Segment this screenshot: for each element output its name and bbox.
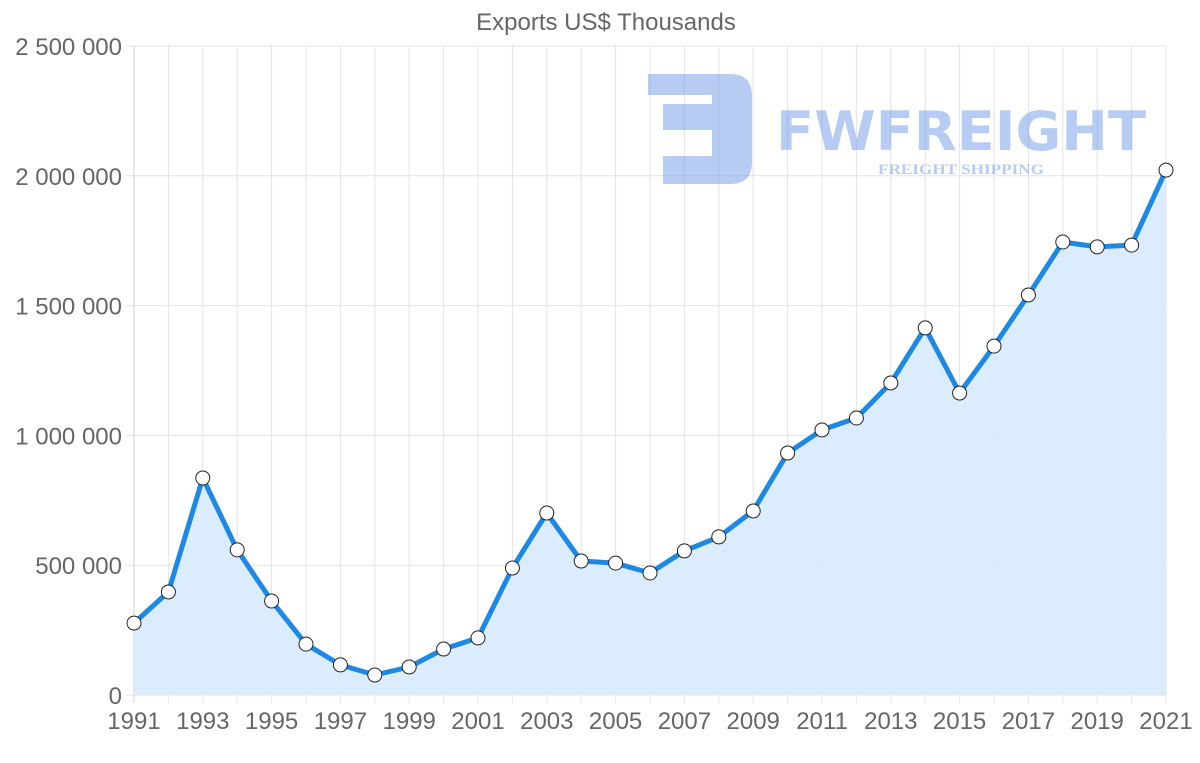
- fw-logo-icon: [648, 74, 752, 184]
- data-point: [195, 470, 211, 486]
- x-tick-label: 2007: [658, 708, 711, 735]
- data-point: [160, 584, 176, 600]
- y-tick-label: 1 000 000: [15, 423, 122, 450]
- x-tick-label: 1997: [314, 708, 367, 735]
- y-tick-label: 0: [109, 683, 122, 710]
- data-point: [1089, 239, 1105, 255]
- data-point: [367, 667, 383, 683]
- area-fill: [134, 170, 1166, 696]
- x-tick-label: 2019: [1071, 708, 1124, 735]
- data-point: [332, 657, 348, 673]
- y-tick-label: 500 000: [35, 553, 122, 580]
- data-point: [676, 543, 692, 559]
- data-point: [504, 560, 520, 576]
- data-point: [848, 410, 864, 426]
- data-point: [1020, 287, 1036, 303]
- watermark-tagline: FREIGHT SHIPPING: [878, 162, 1044, 178]
- data-point: [642, 565, 658, 581]
- data-point: [539, 505, 555, 521]
- x-tick-label: 2009: [727, 708, 780, 735]
- data-point: [126, 615, 142, 631]
- x-tick-label: 2005: [589, 708, 642, 735]
- data-point: [229, 542, 245, 558]
- data-point: [711, 529, 727, 545]
- data-point: [1158, 162, 1174, 178]
- x-tick-label: 2015: [933, 708, 986, 735]
- x-tick-label: 1993: [176, 708, 229, 735]
- data-point: [814, 422, 830, 438]
- data-point: [780, 445, 796, 461]
- chart-title: Exports US$ Thousands: [476, 9, 736, 36]
- y-axis-ticks: 0 500 000 1 000 000 1 500 000 2 000 000 2 500…: [15, 34, 122, 710]
- x-tick-label: 2017: [1002, 708, 1055, 735]
- y-tick-label: 1 500 000: [15, 294, 122, 321]
- x-tick-label: 2011: [796, 708, 848, 735]
- x-tick-label: 1991: [107, 708, 160, 735]
- data-point: [745, 503, 761, 519]
- data-point: [573, 553, 589, 569]
- data-point: [1055, 234, 1071, 250]
- watermark-brand: FWFREIGHT: [776, 100, 1146, 163]
- data-point: [1124, 237, 1140, 253]
- data-point: [401, 659, 417, 675]
- data-point: [952, 385, 968, 401]
- data-point: [986, 338, 1002, 354]
- data-points: [126, 162, 1174, 683]
- data-point: [608, 555, 624, 571]
- data-point: [298, 636, 314, 652]
- data-point: [917, 320, 933, 336]
- data-point: [264, 593, 280, 609]
- data-point: [436, 641, 452, 657]
- watermark: FWFREIGHT FREIGHT SHIPPING: [648, 74, 1146, 184]
- data-point: [883, 375, 899, 391]
- x-axis-ticks: 1991 1993 1995 1997 1999 2001 2003 2005 2007 2009…: [107, 708, 1192, 735]
- x-tick-label: 1999: [383, 708, 436, 735]
- x-tick-label: 2013: [864, 708, 917, 735]
- x-tick-label: 2001: [451, 708, 504, 735]
- x-tick-label: 1995: [245, 708, 298, 735]
- data-point: [470, 630, 486, 646]
- y-tick-label: 2 500 000: [15, 34, 122, 61]
- x-tick-label: 2021: [1139, 708, 1192, 735]
- x-tick-label: 2003: [520, 708, 573, 735]
- y-tick-label: 2 000 000: [15, 164, 122, 191]
